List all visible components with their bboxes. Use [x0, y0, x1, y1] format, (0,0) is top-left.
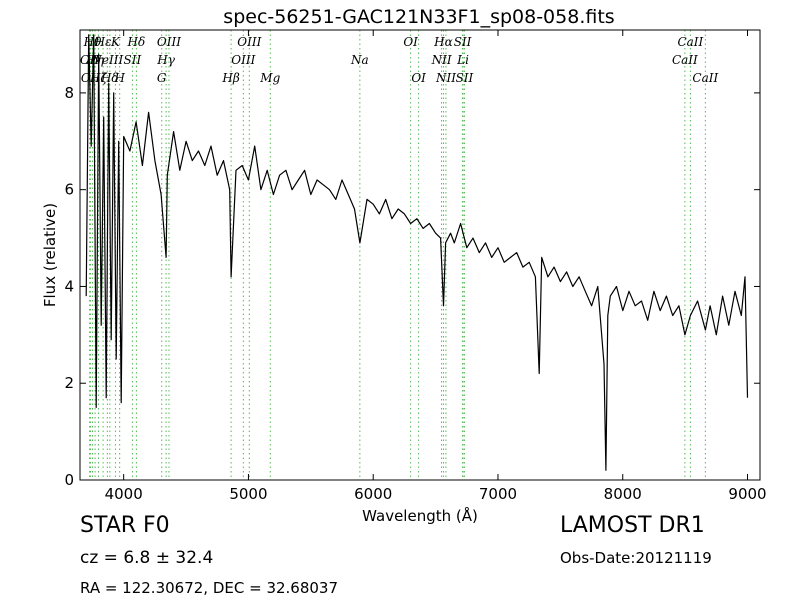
spectral-line-label: OIII [231, 53, 255, 67]
spectral-line-label: Hβ [221, 71, 239, 85]
chart-title: spec-56251-GAC121N33F1_sp08-058.fits [223, 6, 614, 28]
coordinates-label: RA = 122.30672, DEC = 32.68037 [80, 579, 339, 597]
spectral-line-label: H [113, 71, 125, 85]
spectral-line-label: Hα [433, 35, 453, 49]
spectral-line-label: NII [431, 53, 452, 67]
spectral-line-label: Li [456, 53, 469, 67]
spectral-line-labels: OIIOIIHθHηHζHεNeIIIHδKHSIIHδGHγOIIIHβOII… [80, 35, 719, 85]
x-tick-label: 8000 [604, 485, 642, 503]
x-tick-label: 5000 [229, 485, 267, 503]
spectral-line-label: K [110, 35, 121, 49]
spectrum-series-line [85, 34, 749, 471]
spectral-line-label: CaII [672, 53, 698, 67]
spectral-line-markers [89, 30, 706, 480]
x-axis-label: Wavelength (Å) [362, 506, 478, 525]
spectral-line-label: Mg [259, 71, 280, 85]
spectral-line-label: OII [81, 71, 101, 85]
spectral-line-label: OIII [237, 35, 261, 49]
y-axis-ticks: 0 2 4 6 8 [64, 84, 760, 489]
spectral-line-label: Hγ [156, 53, 175, 67]
x-tick-label: 7000 [479, 485, 517, 503]
spectral-line-label: Hθ [83, 35, 102, 49]
x-tick-label: 4000 [105, 485, 143, 503]
y-axis-label: Flux (relative) [41, 203, 59, 307]
observation-date-label: Obs-Date:20121119 [560, 549, 712, 567]
spectral-line-label: NII [435, 71, 456, 85]
x-tick-label: 6000 [354, 485, 392, 503]
spectral-line-label: Hη [85, 53, 104, 67]
y-tick-label: 0 [64, 471, 74, 489]
x-tick-label: 9000 [728, 485, 766, 503]
spectral-line-label: Hδ [100, 71, 119, 85]
spectral-line-label: CaII [677, 35, 703, 49]
spectral-line-label: OI [411, 71, 426, 85]
spectral-line-label: CaII [692, 71, 718, 85]
spectral-line-label: OIII [157, 35, 181, 49]
survey-name-label: LAMOST DR1 [560, 513, 705, 538]
spectral-line-label: Hδ [127, 35, 146, 49]
y-tick-label: 2 [64, 374, 74, 392]
spectral-line-label: Na [350, 53, 369, 67]
x-axis-ticks: 4000 5000 6000 7000 8000 9000 [105, 30, 767, 503]
plot-frame [79, 29, 761, 481]
spectral-line-label: Hε [94, 35, 112, 49]
spectral-line-label: SII [456, 71, 474, 85]
y-tick-label: 6 [64, 181, 74, 199]
redshift-label: cz = 6.8 ± 32.4 [80, 548, 214, 568]
spectral-line-label: OI [403, 35, 418, 49]
y-tick-label: 4 [64, 277, 74, 295]
spectral-line-label: SII [454, 35, 472, 49]
spectral-line-label: SII [124, 53, 142, 67]
spectral-line-label: G [157, 71, 167, 85]
spectral-line-label: NeIII [90, 53, 123, 67]
y-tick-label: 8 [64, 84, 74, 102]
object-class-label: STAR F0 [80, 513, 170, 538]
